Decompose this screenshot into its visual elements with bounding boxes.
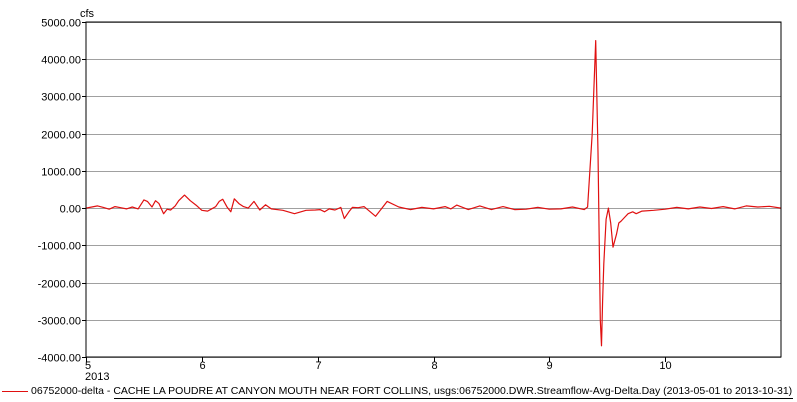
x-axis-ticks: 5 6 7 8 9 10 [85,357,672,372]
y-tick-label: -2000.00 [38,279,81,291]
legend: 06752000-delta - CACHE LA POUDRE AT CANY… [2,383,795,399]
y-tick-label: 4000.00 [41,55,81,67]
y-tick-label: 2000.00 [41,130,81,142]
plot-area [85,21,782,358]
x-axis-year-label: 2013 [85,371,109,383]
legend-divider [114,398,793,399]
x-tick-label: 8 [431,360,437,372]
x-tick-label: 10 [659,360,671,372]
series-line [85,39,782,347]
x-tick-label: 5 [85,360,91,372]
y-tick-label: 1000.00 [41,167,81,179]
x-tick-label: 9 [546,360,552,372]
y-axis-ticks: 5000.00 4000.00 3000.00 2000.00 1000.00 0.00 -… [38,18,86,365]
series-line-layer [85,39,782,347]
x-tick-label: 6 [199,360,205,372]
grid [86,22,781,358]
legend-entry: 06752000-delta - CACHE LA POUDRE AT CANY… [31,385,793,397]
legend-swatch [2,390,28,392]
y-tick-label: -4000.00 [38,353,81,365]
y-tick-label: -3000.00 [38,316,81,328]
y-tick-label: 5000.00 [41,18,81,30]
y-tick-label: 3000.00 [41,92,81,104]
x-tick-label: 7 [315,360,321,372]
y-tick-label: 0.00 [60,204,81,216]
y-tick-label: -1000.00 [38,241,81,253]
y-axis-label: cfs [80,8,95,20]
